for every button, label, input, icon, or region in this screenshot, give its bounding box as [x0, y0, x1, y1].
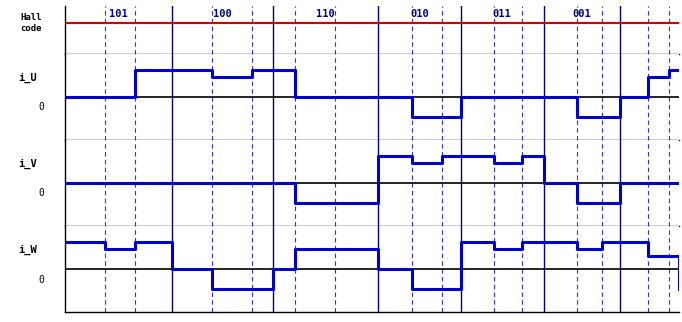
Text: 0: 0 [38, 188, 44, 198]
Text: i_U: i_U [18, 73, 38, 83]
Text: Hall
code: Hall code [20, 13, 42, 33]
Text: 100: 100 [213, 9, 232, 19]
Text: 011: 011 [493, 9, 512, 19]
Text: i_W: i_W [18, 245, 38, 255]
Text: 110: 110 [316, 9, 335, 19]
Text: 101: 101 [109, 9, 128, 19]
Text: 0: 0 [38, 275, 44, 285]
Text: 0: 0 [38, 102, 44, 112]
Text: 001: 001 [573, 9, 591, 19]
Text: i_V: i_V [18, 159, 38, 169]
Text: 010: 010 [410, 9, 428, 19]
